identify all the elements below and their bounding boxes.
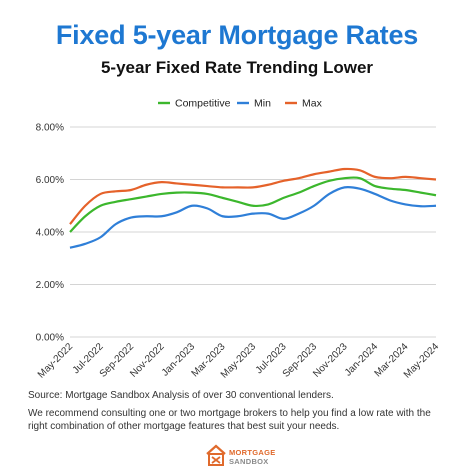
legend-label-max: Max (302, 98, 323, 110)
y-tick-label: 2.00% (36, 280, 64, 291)
mortgage-sandbox-logo: MORTGAGE SANDBOX (205, 443, 275, 469)
logo-text-bottom: SANDBOX (229, 457, 269, 466)
house-logo-icon (206, 444, 226, 466)
series-line-min (69, 185, 437, 249)
x-tick-label: Nov-2023 (311, 341, 350, 380)
chart-title: Fixed 5-year Mortgage Rates (55, 20, 419, 50)
series-line-competitive (69, 176, 437, 233)
legend-label-competitive: Competitive (175, 98, 231, 110)
source-note: Source: Mortgage Sandbox Analysis of ove… (28, 390, 334, 401)
chart-subtitle: 5-year Fixed Rate Trending Lower (100, 58, 374, 77)
y-tick-label: 4.00% (36, 228, 64, 239)
series-line-max (69, 167, 437, 225)
y-tick-label: 6.00% (36, 175, 64, 186)
x-tick-label: May-2022 (36, 341, 76, 381)
logo-text-top: MORTGAGE (229, 448, 276, 457)
y-tick-label: 0.00% (36, 333, 64, 344)
x-tick-label: Nov-2022 (128, 341, 167, 380)
y-tick-label: 8.00% (36, 123, 64, 134)
legend-label-min: Min (254, 98, 271, 110)
recommendation-note: We recommend consulting one or two mortg… (28, 408, 431, 432)
